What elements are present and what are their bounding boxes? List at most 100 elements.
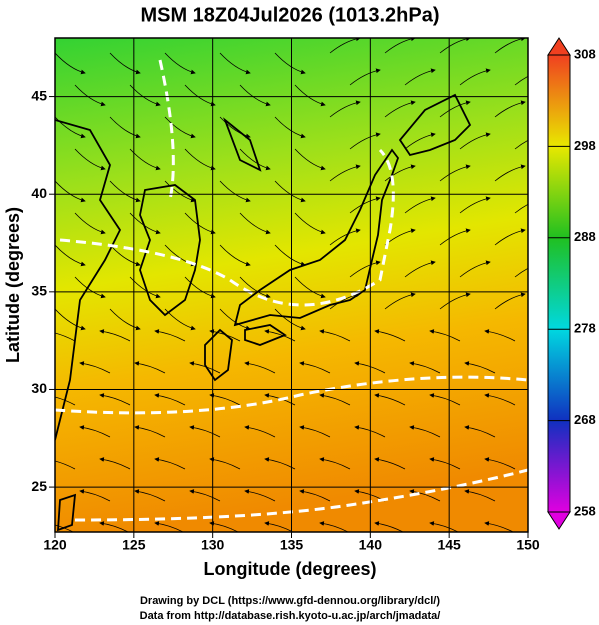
streamline: [74, 276, 106, 299]
streamline: [459, 260, 491, 278]
colorbar: [547, 54, 571, 513]
streamline: [274, 244, 306, 267]
streamline: [329, 228, 361, 246]
streamline: [374, 457, 406, 470]
streamline: [154, 457, 186, 470]
streamline: [459, 132, 491, 150]
streamline: [274, 52, 306, 75]
y-tick-label: 30: [31, 380, 47, 396]
streamline: [129, 84, 161, 107]
streamline: [189, 489, 221, 502]
streamlines: [55, 38, 528, 532]
streamline: [129, 148, 161, 171]
streamline: [409, 489, 441, 502]
streamline: [299, 361, 331, 374]
y-tick-label: 40: [31, 185, 47, 201]
streamline: [74, 212, 106, 235]
streamline: [294, 212, 326, 235]
streamline: [219, 244, 251, 267]
colorbar-tick-label: 298: [574, 138, 596, 153]
streamline: [294, 276, 326, 299]
colorbar-max-arrow: [547, 37, 571, 56]
streamline: [404, 68, 436, 86]
colorbar-tick-label: 308: [574, 46, 596, 61]
streamline: [429, 393, 461, 406]
streamline: [239, 84, 271, 107]
streamline: [299, 489, 331, 502]
streamline: [319, 393, 351, 406]
streamline: [55, 52, 86, 75]
streamline: [384, 164, 416, 182]
streamline: [494, 164, 526, 182]
x-tick-label: 130: [201, 537, 225, 553]
streamline: [319, 329, 351, 342]
streamline: [55, 308, 86, 331]
streamline: [459, 68, 491, 86]
streamline: [189, 425, 221, 438]
streamline: [79, 425, 111, 438]
streamline: [244, 489, 276, 502]
streamline: [349, 196, 381, 214]
streamline: [55, 460, 76, 470]
streamline: [99, 457, 131, 470]
streamline: [129, 276, 161, 299]
streamline: [55, 436, 56, 437]
streamline: [134, 489, 166, 502]
streamline: [274, 308, 306, 331]
streamline: [404, 132, 436, 150]
streamline: [239, 212, 271, 235]
x-tick-label: 120: [43, 537, 67, 553]
streamline: [409, 361, 441, 374]
streamline: [274, 116, 306, 139]
streamline: [79, 361, 111, 374]
streamline: [264, 457, 296, 470]
footer-line: Data from http://database.rish.kyoto-u.a…: [140, 610, 441, 622]
streamline: [109, 116, 141, 139]
streamline: [484, 329, 516, 342]
streamline: [439, 100, 471, 118]
streamline: [439, 228, 471, 246]
streamline: [429, 457, 461, 470]
streamline: [464, 489, 496, 502]
streamline: [464, 425, 496, 438]
streamline: [219, 116, 251, 139]
streamline: [244, 425, 276, 438]
streamline: [134, 425, 166, 438]
streamline: [154, 393, 186, 406]
streamline: [464, 361, 496, 374]
streamline: [74, 84, 106, 107]
streamline: [99, 329, 131, 342]
streamline: [164, 308, 196, 331]
streamline: [494, 228, 526, 246]
x-tick-label: 125: [122, 537, 146, 553]
streamline: [439, 292, 471, 310]
streamline: [99, 393, 131, 406]
streamline: [374, 329, 406, 342]
streamline: [55, 244, 86, 267]
streamline: [484, 457, 516, 470]
streamline: [109, 52, 141, 75]
y-tick-label: 25: [31, 478, 47, 494]
streamline: [319, 457, 351, 470]
x-tick-label: 145: [437, 537, 461, 553]
y-tick-label: 45: [31, 87, 47, 103]
streamline: [494, 100, 526, 118]
streamline: [484, 393, 516, 406]
colorbar-tick-label: 288: [574, 229, 596, 244]
streamline: [429, 329, 461, 342]
streamline: [109, 244, 141, 267]
title: MSM 18Z04Jul2026 (1013.2hPa): [140, 4, 439, 26]
streamline: [384, 100, 416, 118]
streamline: [164, 52, 196, 75]
streamline: [294, 84, 326, 107]
streamline: [514, 75, 528, 86]
streamline: [134, 361, 166, 374]
streamline: [514, 267, 528, 278]
y-axis-label: Latitude (degrees): [3, 207, 23, 363]
colorbar-tick-label: 268: [574, 412, 596, 427]
x-tick-label: 135: [280, 537, 304, 553]
streamline: [439, 164, 471, 182]
streamline: [55, 332, 76, 342]
streamline: [55, 116, 86, 139]
